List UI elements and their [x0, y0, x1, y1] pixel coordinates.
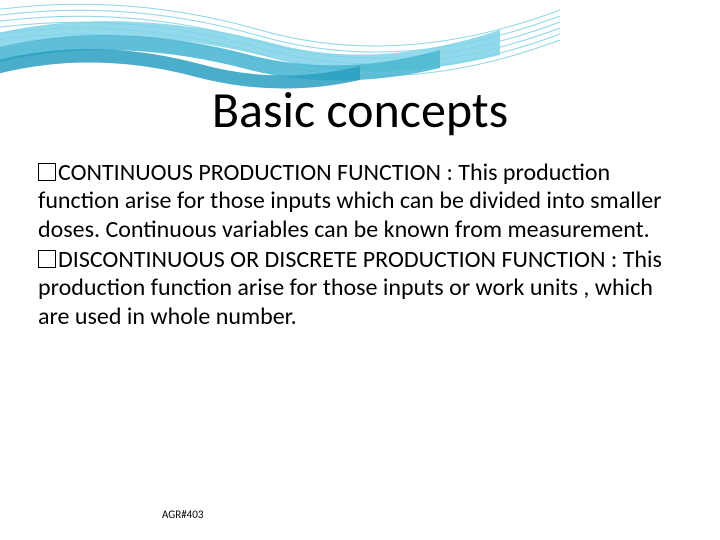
paragraph-1: CONTINUOUS PRODUCTION FUNCTION : This pr… [38, 159, 682, 244]
footer-label: AGR#403 [162, 508, 203, 521]
hollow-square-icon [38, 250, 56, 268]
hollow-square-icon [38, 163, 56, 181]
para2-lead: DISCONTINUOUS OR DISCRETE PRODUCTION FUN… [58, 245, 605, 274]
para1-lead: CONTINUOUS PRODUCTION FUNCTION [58, 158, 441, 187]
slide-title: Basic concepts [0, 80, 720, 141]
paragraph-2: DISCONTINUOUS OR DISCRETE PRODUCTION FUN… [38, 246, 682, 331]
slide-content: Basic concepts CONTINUOUS PRODUCTION FUN… [0, 0, 720, 331]
slide-body: CONTINUOUS PRODUCTION FUNCTION : This pr… [0, 159, 720, 331]
